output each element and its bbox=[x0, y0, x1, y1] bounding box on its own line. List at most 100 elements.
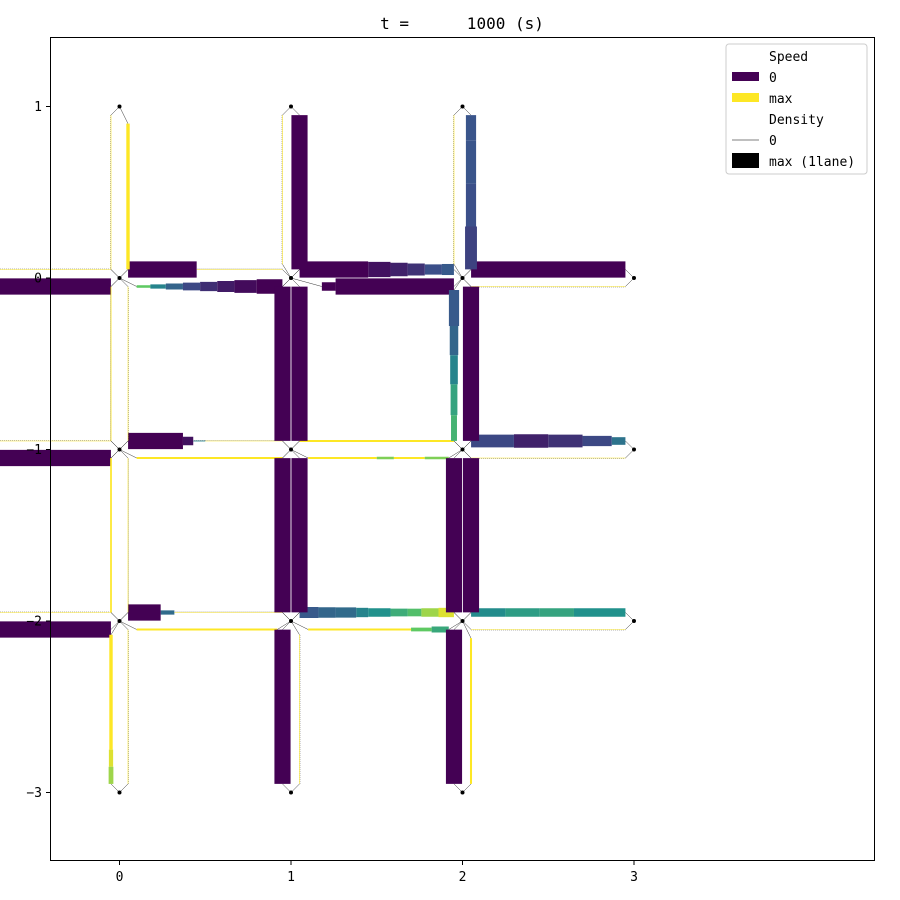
node-marker bbox=[289, 104, 293, 109]
link-connector bbox=[625, 277, 635, 287]
link-connector bbox=[282, 277, 292, 287]
y-tick-label: 1 bbox=[34, 100, 42, 115]
node-marker bbox=[117, 790, 122, 795]
link-connector bbox=[290, 620, 309, 630]
chart-title: t = 1000 (s) bbox=[380, 14, 544, 33]
x-axis: −10123 bbox=[116, 860, 638, 885]
link bbox=[281, 106, 292, 279]
link-connector bbox=[110, 440, 120, 450]
legend-speed-max-swatch bbox=[732, 93, 759, 102]
x-tick-label: 1 bbox=[287, 870, 295, 885]
link-connector bbox=[462, 277, 472, 287]
legend-density-title: Density bbox=[769, 113, 824, 128]
link-connector bbox=[110, 449, 120, 459]
link-connector bbox=[290, 440, 300, 450]
link-connector bbox=[453, 783, 463, 793]
link-connector bbox=[448, 449, 463, 459]
link-connector bbox=[453, 277, 463, 291]
link-connector bbox=[119, 277, 137, 287]
link bbox=[462, 277, 480, 450]
link-connector bbox=[462, 269, 472, 279]
link bbox=[274, 620, 292, 793]
legend-density-zero-label: 0 bbox=[769, 134, 777, 149]
y-tick-label: −1 bbox=[26, 443, 42, 458]
link-connector bbox=[625, 440, 635, 450]
link-connector bbox=[282, 264, 292, 279]
x-tick-label: 3 bbox=[630, 870, 638, 885]
legend-speed-zero-label: 0 bbox=[769, 71, 777, 86]
link bbox=[448, 277, 463, 450]
link-connector bbox=[625, 612, 635, 622]
link-connector bbox=[453, 620, 463, 630]
link-connector bbox=[290, 783, 300, 793]
link-connector bbox=[290, 106, 300, 116]
link-connector bbox=[462, 620, 472, 639]
link bbox=[0, 449, 120, 467]
link bbox=[274, 277, 292, 450]
link-connector bbox=[625, 269, 635, 279]
link-connector bbox=[282, 106, 292, 116]
node-marker bbox=[289, 447, 293, 452]
link-connector bbox=[453, 612, 463, 622]
node-marker bbox=[460, 619, 465, 623]
link bbox=[462, 620, 635, 631]
link bbox=[290, 606, 463, 622]
y-axis: 1 0 −1 −2 −3 bbox=[26, 100, 51, 801]
link-connector bbox=[282, 620, 292, 630]
link-connector bbox=[462, 783, 472, 793]
link-connector bbox=[462, 620, 472, 630]
legend: Speed 0 max Density 0 max (1lane) bbox=[725, 43, 868, 175]
link-connector bbox=[290, 620, 300, 635]
link bbox=[462, 449, 480, 622]
node-marker bbox=[632, 619, 636, 623]
link-connector bbox=[282, 269, 292, 279]
node-marker bbox=[460, 276, 465, 280]
link bbox=[119, 604, 292, 622]
link-connector bbox=[625, 620, 635, 630]
node-marker bbox=[289, 619, 293, 623]
link-connector bbox=[110, 620, 120, 630]
link-connector bbox=[462, 440, 472, 450]
link bbox=[274, 449, 292, 622]
link-connector bbox=[119, 620, 129, 630]
link-connector bbox=[290, 277, 322, 287]
link-connector bbox=[282, 449, 292, 459]
link-connector bbox=[110, 783, 120, 793]
link-connector bbox=[462, 449, 472, 459]
link bbox=[290, 106, 308, 279]
link bbox=[0, 620, 120, 638]
link bbox=[110, 277, 120, 450]
link-connector bbox=[119, 612, 129, 622]
link bbox=[110, 106, 120, 279]
link-connector bbox=[119, 277, 129, 287]
legend-frame bbox=[725, 43, 868, 175]
link-connector bbox=[282, 440, 292, 450]
node-marker bbox=[117, 104, 122, 109]
link-connector bbox=[119, 106, 129, 124]
link-connector bbox=[453, 269, 463, 279]
node-marker bbox=[632, 447, 636, 452]
node-marker bbox=[460, 447, 465, 452]
link-connector bbox=[462, 106, 472, 116]
legend-density-max-swatch bbox=[732, 153, 759, 168]
link-connector bbox=[448, 620, 463, 630]
node-marker bbox=[289, 790, 293, 795]
link-connector bbox=[119, 620, 137, 630]
link-connector bbox=[110, 106, 120, 116]
network-links bbox=[0, 106, 635, 793]
link-connector bbox=[119, 440, 129, 450]
link bbox=[445, 620, 463, 793]
link-connector bbox=[277, 620, 292, 630]
legend-speed-max-label: max bbox=[769, 92, 793, 107]
link bbox=[110, 449, 120, 622]
link-connector bbox=[462, 612, 472, 622]
node-marker bbox=[632, 276, 636, 280]
link-connector bbox=[290, 277, 300, 287]
link-connector bbox=[453, 106, 463, 116]
link-connector bbox=[453, 449, 463, 459]
y-tick-label: 0 bbox=[34, 272, 42, 287]
node-marker bbox=[117, 447, 122, 452]
link bbox=[290, 449, 308, 622]
link-connector bbox=[625, 449, 635, 459]
